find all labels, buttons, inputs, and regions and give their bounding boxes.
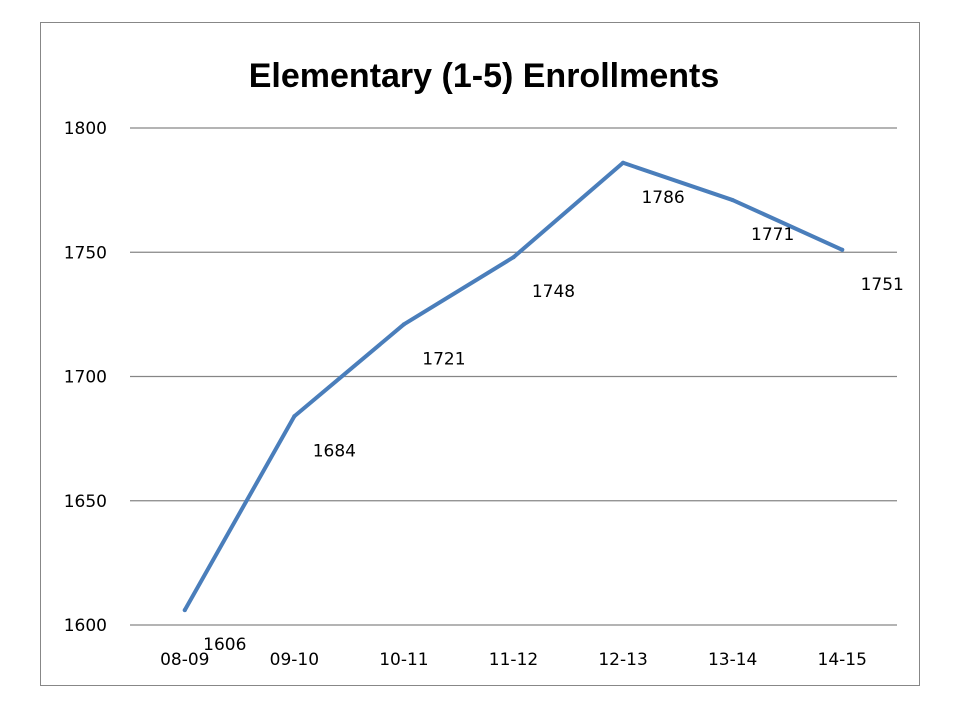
data-point <box>840 247 845 252</box>
y-tick-label: 1650 <box>64 492 107 512</box>
x-axis: 08-09 09-10 10-11 11-12 12-13 13-14 14-15 <box>160 650 867 670</box>
data-label: 1684 <box>313 441 356 461</box>
data-label: 1748 <box>532 282 575 302</box>
data-point <box>182 608 187 613</box>
x-tick-label: 09-10 <box>270 650 319 670</box>
data-point <box>730 198 735 203</box>
chart-frame <box>40 22 920 686</box>
gridlines <box>130 127 897 626</box>
data-point <box>621 160 626 165</box>
x-tick-label: 14-15 <box>818 650 867 670</box>
y-tick-label: 1800 <box>64 119 107 139</box>
x-tick-label: 10-11 <box>379 650 428 670</box>
plot-area: 1606 1684 1721 1748 1786 1771 1751 <box>182 160 904 655</box>
chart-title: Elementary (1-5) Enrollments <box>249 57 719 95</box>
data-label: 1786 <box>641 188 684 208</box>
y-tick-label: 1750 <box>64 243 107 263</box>
data-label: 1606 <box>203 635 246 655</box>
data-point <box>292 414 297 419</box>
x-tick-label: 13-14 <box>708 650 757 670</box>
x-tick-label: 12-13 <box>598 650 647 670</box>
data-label: 1721 <box>422 349 465 369</box>
data-point <box>401 322 406 327</box>
data-label: 1751 <box>861 275 904 295</box>
series-line <box>182 160 845 613</box>
y-tick-label: 1700 <box>64 368 107 388</box>
y-axis: 1600 1650 1700 1750 1800 <box>64 119 107 636</box>
data-label: 1771 <box>751 225 794 245</box>
x-tick-label: 08-09 <box>160 650 209 670</box>
y-tick-label: 1600 <box>64 616 107 636</box>
x-tick-label: 11-12 <box>489 650 538 670</box>
data-point <box>511 255 516 260</box>
